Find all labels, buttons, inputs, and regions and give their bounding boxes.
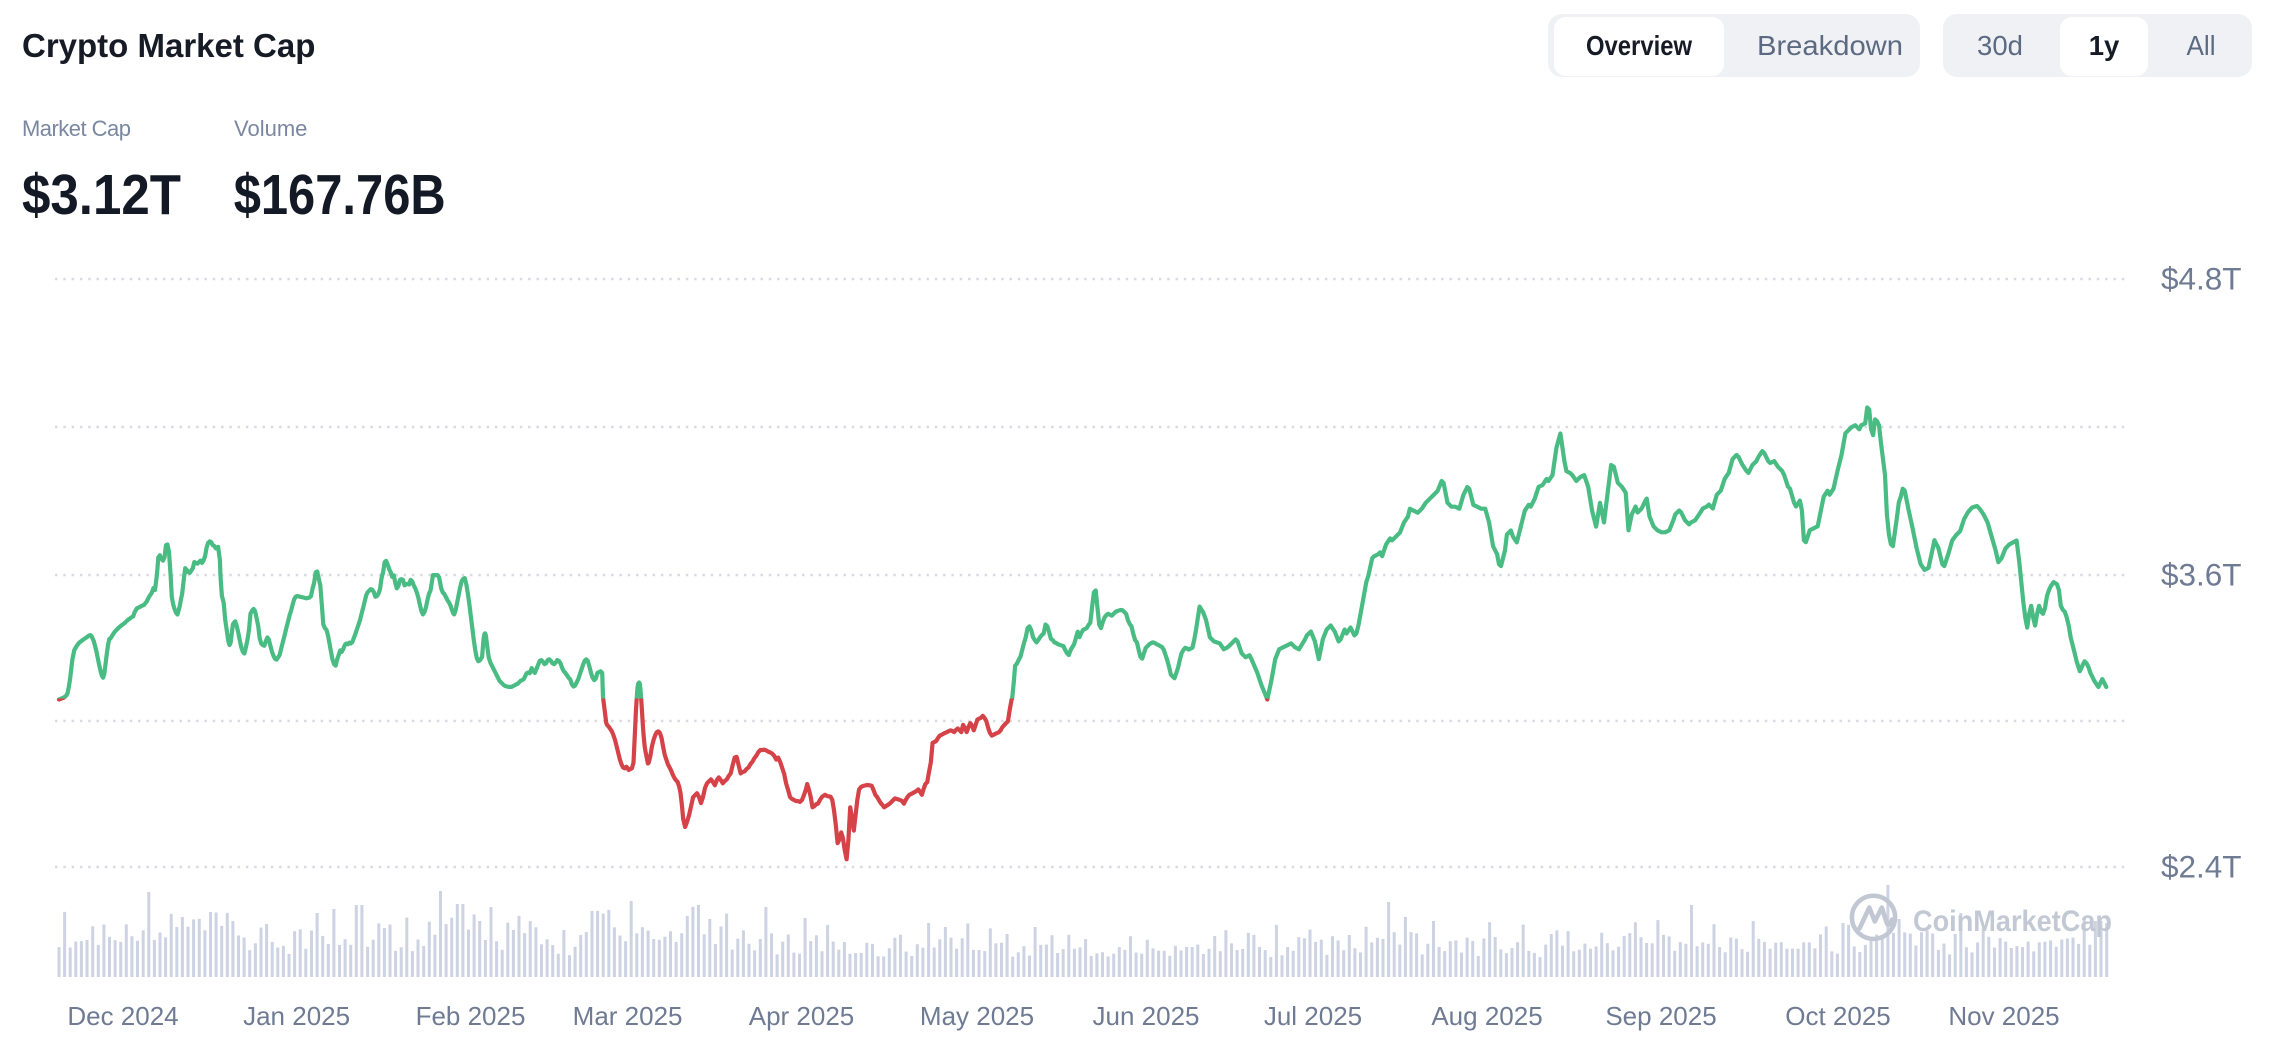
svg-text:Feb 2025: Feb 2025 bbox=[416, 1001, 526, 1031]
svg-text:Breakdown: Breakdown bbox=[1757, 30, 1903, 61]
svg-text:$167.76B: $167.76B bbox=[234, 163, 446, 227]
svg-text:May 2025: May 2025 bbox=[920, 1001, 1034, 1031]
svg-text:$3.6T: $3.6T bbox=[2161, 557, 2242, 593]
svg-text:Jul 2025: Jul 2025 bbox=[1264, 1001, 1362, 1031]
svg-text:$2.4T: $2.4T bbox=[2161, 849, 2242, 885]
svg-text:Jun 2025: Jun 2025 bbox=[1093, 1001, 1200, 1031]
svg-text:Overview: Overview bbox=[1586, 30, 1693, 61]
svg-text:Crypto Market Cap: Crypto Market Cap bbox=[22, 27, 315, 64]
svg-text:Market Cap: Market Cap bbox=[22, 116, 131, 141]
svg-text:1y: 1y bbox=[2089, 30, 2120, 61]
svg-text:Nov 2025: Nov 2025 bbox=[1948, 1001, 2059, 1031]
svg-text:Apr 2025: Apr 2025 bbox=[749, 1001, 855, 1031]
svg-text:30d: 30d bbox=[1977, 30, 2023, 61]
svg-text:Jan 2025: Jan 2025 bbox=[243, 1001, 350, 1031]
svg-text:Aug 2025: Aug 2025 bbox=[1431, 1001, 1542, 1031]
svg-text:$3.12T: $3.12T bbox=[22, 163, 181, 227]
svg-text:Sep 2025: Sep 2025 bbox=[1605, 1001, 1716, 1031]
svg-text:Mar 2025: Mar 2025 bbox=[573, 1001, 683, 1031]
svg-text:CoinMarketCap: CoinMarketCap bbox=[1913, 905, 2112, 938]
svg-text:$4.8T: $4.8T bbox=[2161, 261, 2242, 297]
svg-text:Dec 2024: Dec 2024 bbox=[67, 1001, 178, 1031]
svg-text:Volume: Volume bbox=[234, 116, 307, 141]
svg-text:Oct 2025: Oct 2025 bbox=[1785, 1001, 1891, 1031]
svg-text:All: All bbox=[2187, 30, 2216, 61]
